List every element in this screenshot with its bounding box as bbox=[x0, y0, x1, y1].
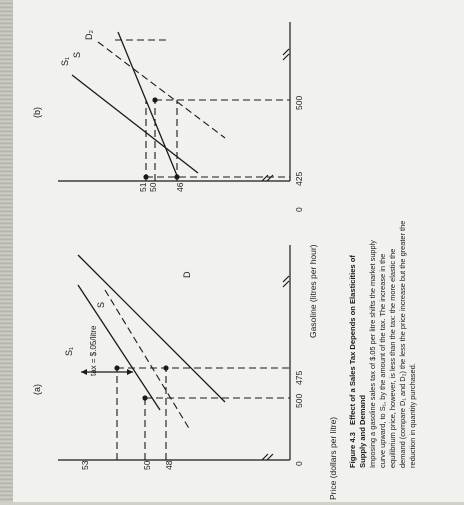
caption-line-3: equilibrium price, however, is less than… bbox=[388, 249, 397, 468]
panel-b-curve-label-s1: S₁ bbox=[60, 57, 70, 66]
caption-title: Figure 4.3 Effect of a Sales Tax Depends… bbox=[348, 255, 357, 468]
caption-line-2: curve upward, to S₁, by the amount of th… bbox=[378, 254, 387, 468]
panel-a-curve-d bbox=[77, 254, 226, 403]
panel-a-tick-48: 48 bbox=[164, 460, 174, 470]
panel-a-x-axis-break bbox=[282, 275, 290, 288]
panel-b: 51 50 46 425 500 0 (b) S₁ S D₂ Gasoline … bbox=[32, 22, 318, 338]
panel-a-point-original-equilibrium bbox=[142, 395, 148, 401]
panel-a-point-seller-price bbox=[163, 365, 169, 371]
caption-title-cont: Supply and Demand bbox=[358, 395, 367, 468]
panel-a-curve-s bbox=[104, 289, 191, 431]
panel-b-point-original-equilibrium bbox=[152, 97, 158, 103]
panel-a-curve-label-d: D bbox=[182, 271, 192, 278]
caption-line-1: Imposing a gasoline sales tax of $.05 pe… bbox=[368, 240, 377, 468]
panel-a-tick-500: 500 bbox=[294, 394, 304, 408]
panel-b-curve-label-s: S bbox=[72, 52, 82, 58]
panel-a-tax-arrowheads bbox=[81, 369, 133, 375]
caption-line-5: reduction in quantity purchased. bbox=[408, 363, 417, 468]
panel-a: 53 50 48 475 500 0 (a) S₁ tax = $.05/lit… bbox=[32, 245, 338, 500]
panel-b-tick-50: 50 bbox=[148, 182, 158, 192]
panel-b-curve-s bbox=[97, 41, 226, 139]
panel-a-curve-s1 bbox=[77, 284, 161, 411]
scan-edge bbox=[0, 0, 13, 505]
panel-a-y-axis-break bbox=[261, 453, 274, 461]
panel-a-tax-label: tax = $.05/litre bbox=[89, 325, 98, 376]
panel-b-origin: 0 bbox=[294, 207, 304, 212]
panel-b-tick-500: 500 bbox=[294, 96, 304, 110]
panel-b-label: (b) bbox=[32, 107, 42, 118]
panel-a-tick-53: 53 bbox=[80, 460, 90, 470]
panel-b-y-axis-break bbox=[261, 174, 274, 182]
panel-a-origin: 0 bbox=[294, 461, 304, 466]
figure-caption: Figure 4.3 Effect of a Sales Tax Depends… bbox=[348, 221, 417, 468]
panel-b-tick-46: 46 bbox=[175, 182, 185, 192]
panel-a-curve-label-s: S bbox=[96, 302, 106, 308]
y-axis-title: Price (dollars per litre) bbox=[328, 417, 338, 500]
panel-b-tick-425: 425 bbox=[294, 172, 304, 186]
panel-a-tick-50: 50 bbox=[142, 460, 152, 470]
caption-line-4: demand (compare D₁ and D₂) the less the … bbox=[398, 221, 407, 468]
panel-b-point-new-equilibrium bbox=[143, 174, 149, 180]
panel-a-tick-475: 475 bbox=[294, 371, 304, 385]
panel-a-point-new-equilibrium bbox=[114, 365, 120, 371]
scan-edge-bottom bbox=[0, 502, 464, 505]
panel-b-point-seller-price bbox=[174, 174, 180, 180]
x-axis-title: Gasoline (litres per hour) bbox=[308, 244, 318, 338]
panel-a-curve-label-s1: S₁ bbox=[64, 347, 74, 356]
panel-b-curve-d2 bbox=[117, 31, 179, 179]
panel-b-tick-51: 51 bbox=[138, 182, 148, 192]
panel-b-curve-s1 bbox=[71, 74, 199, 174]
panel-b-curve-label-d2: D₂ bbox=[84, 30, 94, 40]
panel-b-x-axis-break bbox=[282, 48, 290, 61]
panel-a-label: (a) bbox=[32, 384, 42, 395]
caption-figure-label: Figure 4.3 bbox=[348, 432, 357, 468]
caption-figure-title: Effect of a Sales Tax Depends on Elastic… bbox=[348, 255, 357, 425]
